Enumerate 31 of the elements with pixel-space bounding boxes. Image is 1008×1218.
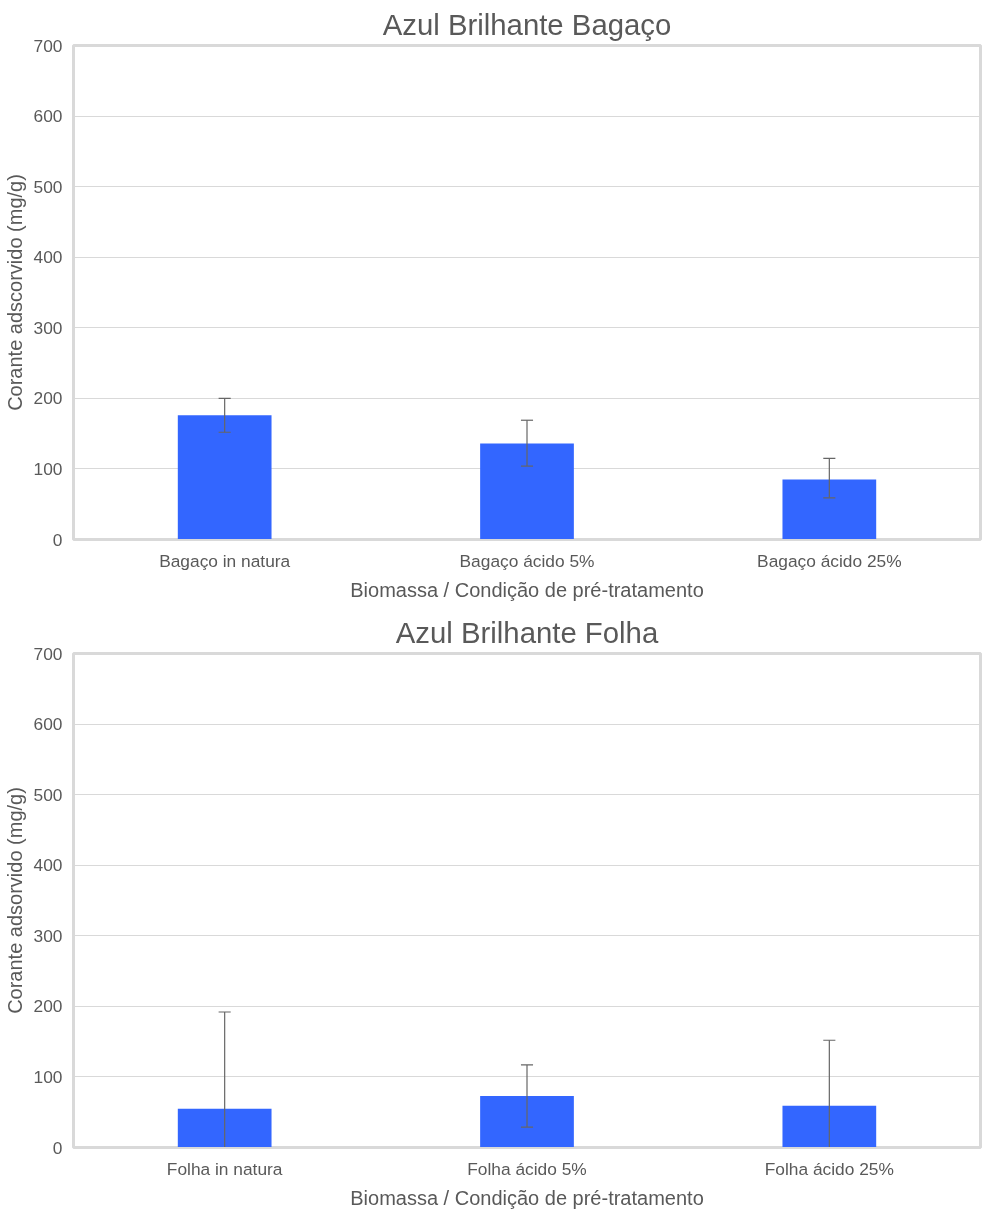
y-tick-label: 600 <box>33 106 63 127</box>
y-tick-label: 500 <box>33 784 63 805</box>
bar <box>782 479 877 540</box>
x-tick-label: Folha ácido 25% <box>764 1158 894 1179</box>
y-tick-label: 500 <box>33 176 63 197</box>
y-tick-label: 600 <box>33 714 63 735</box>
x-tick-label: Folha in natura <box>166 1158 283 1179</box>
x-tick-label: Bagaço in natura <box>159 550 291 571</box>
y-axis-title: Corante adsorvido (mg/g) <box>3 787 26 1014</box>
y-tick-label: 100 <box>33 458 63 479</box>
bar <box>480 443 574 540</box>
x-axis-title: Biomassa / Condição de pré-tratamento <box>350 578 704 601</box>
y-tick-label: 400 <box>33 247 63 268</box>
y-tick-label: 700 <box>33 643 63 664</box>
y-tick-label: 400 <box>33 855 63 876</box>
x-tick-label: Bagaço ácido 5% <box>459 550 595 571</box>
y-tick-label: 300 <box>33 317 63 338</box>
y-tick-label: 200 <box>33 388 63 409</box>
y-axis-title: Corante adscorvido (mg/g) <box>3 174 26 411</box>
chart-title: Azul Brilhante Bagaço <box>382 7 672 41</box>
y-tick-label: 300 <box>33 925 63 946</box>
chart-title: Azul Brilhante Folha <box>395 615 659 649</box>
y-tick-label: 0 <box>52 1137 63 1158</box>
x-tick-label: Folha ácido 5% <box>467 1158 587 1179</box>
x-tick-label: Bagaço ácido 25% <box>757 550 902 571</box>
y-tick-label: 0 <box>52 529 63 550</box>
bar <box>177 415 272 540</box>
y-tick-label: 700 <box>33 35 63 56</box>
y-tick-label: 100 <box>33 1066 63 1087</box>
x-axis-title: Biomassa / Condição de pré-tratamento <box>350 1186 704 1209</box>
y-tick-label: 200 <box>33 996 63 1017</box>
